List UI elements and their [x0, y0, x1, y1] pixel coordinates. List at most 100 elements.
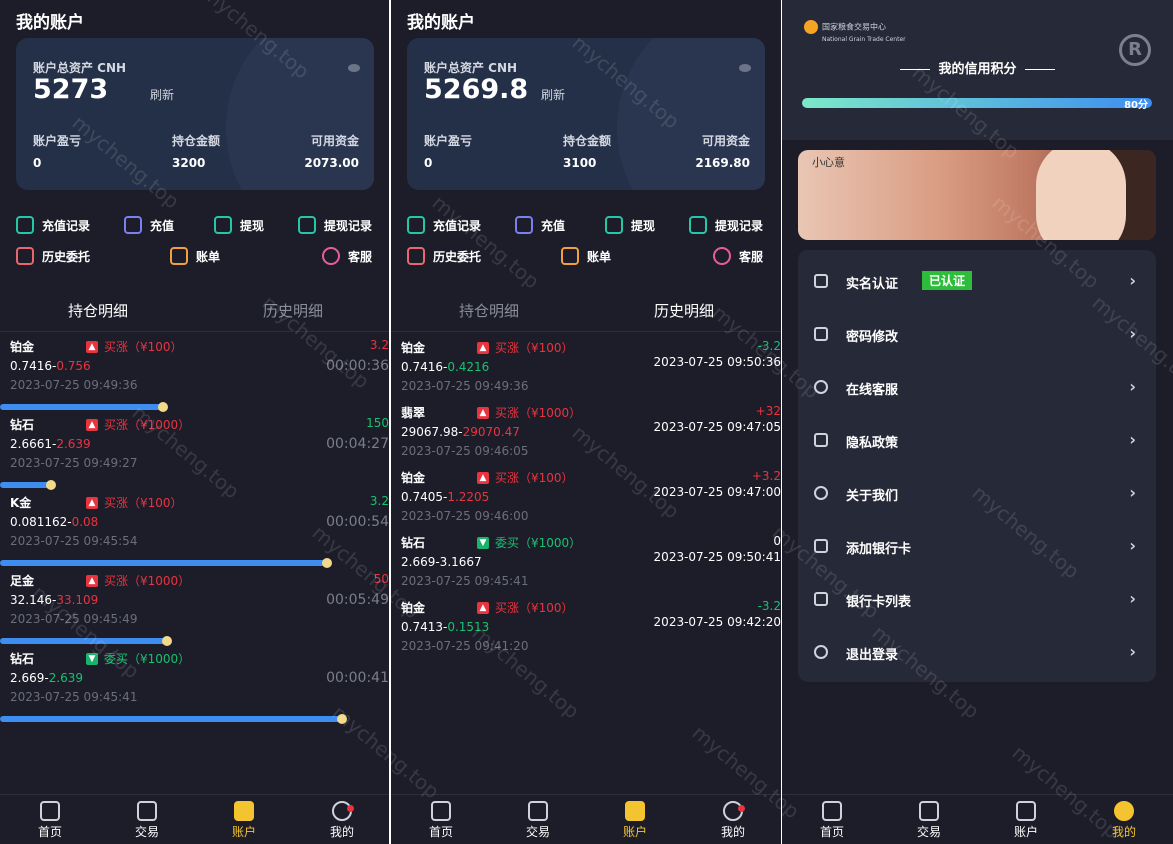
quick-bills[interactable]: 账单	[170, 247, 220, 265]
menu-item-add-card[interactable]: 添加银行卡 ›	[798, 520, 1156, 573]
quick-bills[interactable]: 账单	[561, 247, 611, 265]
close-time: 2023-07-25 09:47:05	[653, 420, 781, 434]
nav-trade[interactable]: 交易	[508, 801, 568, 840]
direction-tag: ▲ 买涨（¥1000）	[86, 416, 190, 433]
history-row[interactable]: 翡翠 ▲ 买涨（¥1000） 29067.98-29070.47 2023-07-25 …	[401, 404, 781, 464]
price-open: 2.6661-	[10, 437, 57, 451]
bank-icon	[528, 801, 548, 821]
position-row[interactable]: 钻石 ▲ 买涨（¥1000） 2.6661-2.639 2023-07-25 09:49…	[10, 416, 389, 476]
refresh-button[interactable]: 刷新	[150, 88, 175, 102]
position-row[interactable]: 铂金 ▲ 买涨（¥100） 0.7416-0.756 2023-07-25 09:49:…	[10, 338, 389, 398]
nav-trade[interactable]: 交易	[117, 801, 177, 840]
quick-service[interactable]: 客服	[713, 247, 763, 265]
price: 0.7416-0.4216	[401, 360, 489, 374]
price-close: 29070.47	[462, 425, 520, 439]
refresh-button[interactable]: 刷新	[541, 88, 566, 102]
order-time: 2023-07-25 09:49:36	[401, 379, 529, 393]
quick-label: 充值记录	[42, 218, 91, 233]
id-card-icon	[814, 274, 828, 288]
quick-recharge-records[interactable]: 充值记录	[407, 216, 481, 234]
arrow-up-icon: ▲	[86, 496, 98, 509]
quick-withdraw-records[interactable]: 提现记录	[689, 216, 763, 234]
nav-label: 交易	[916, 825, 941, 839]
notification-dot	[738, 805, 745, 812]
position-row[interactable]: K金 ▲ 买涨（¥100） 0.081162-0.08 2023-07-25 09:45…	[10, 494, 389, 554]
menu-item-password[interactable]: 密码修改 ›	[798, 308, 1156, 361]
quick-history-orders[interactable]: 历史委托	[16, 247, 90, 265]
tab-positions[interactable]: 持仓明细	[459, 302, 520, 320]
history-row[interactable]: 铂金 ▲ 买涨（¥100） 0.7405-1.2205 2023-07-25 09:46…	[401, 469, 781, 529]
quick-recharge[interactable]: 充值	[515, 216, 565, 234]
nav-account[interactable]: 账户	[996, 801, 1056, 840]
price-close: 0.4216	[447, 360, 490, 374]
menu-item-privacy[interactable]: 隐私政策 ›	[798, 414, 1156, 467]
nav-account[interactable]: 账户	[214, 801, 274, 840]
history-row[interactable]: 铂金 ▲ 买涨（¥100） 0.7416-0.4216 2023-07-25 09:49…	[401, 339, 781, 399]
page-title: 我的账户	[16, 13, 84, 33]
direction-label: 买涨（¥1000）	[104, 418, 191, 432]
direction-tag: ▼ 委买（¥1000）	[86, 650, 190, 667]
position-row[interactable]: 足金 ▲ 买涨（¥1000） 32.146-33.109 2023-07-25 09:4…	[10, 572, 389, 632]
nav-mine[interactable]: 我的	[1094, 801, 1154, 840]
history-row[interactable]: 钻石 ▼ 委买（¥1000） 2.669-3.1667 2023-07-25 09:45…	[401, 534, 781, 594]
chevron-right-icon: ›	[1129, 589, 1136, 608]
hold-label: 持仓金额	[172, 134, 221, 148]
tab-positions[interactable]: 持仓明细	[68, 302, 129, 320]
avail-label: 可用资金	[701, 134, 750, 148]
history-row[interactable]: 铂金 ▲ 买涨（¥100） 0.7413-0.1513 2023-07-25 09:41…	[401, 599, 781, 659]
countdown: 00:00:41	[326, 670, 389, 686]
direction-label: 委买（¥1000）	[104, 652, 191, 666]
position-row[interactable]: 钻石 ▼ 委买（¥1000） 2.669-2.639 2023-07-25 09:45:…	[10, 650, 389, 710]
nav-home[interactable]: 首页	[802, 801, 862, 840]
nav-home[interactable]: 首页	[20, 801, 80, 840]
chevron-right-icon: ›	[1129, 536, 1136, 555]
hold-label: 持仓金额	[563, 134, 612, 148]
arrow-up-icon: ▲	[86, 574, 98, 587]
order-time: 2023-07-25 09:46:05	[401, 444, 529, 458]
wallet-icon	[298, 216, 316, 234]
promo-banner[interactable]: 小心意	[798, 150, 1156, 240]
eye-icon[interactable]	[739, 64, 751, 72]
nav-label: 首页	[428, 825, 453, 839]
page-title: 我的账户	[407, 13, 475, 33]
quick-label: 提现	[631, 218, 656, 233]
pnl-label: 账户盈亏	[424, 134, 473, 148]
quick-recharge[interactable]: 充值	[124, 216, 174, 234]
menu-item-logout[interactable]: 退出登录 ›	[798, 626, 1156, 679]
asset-name: 铂金	[401, 341, 426, 355]
quick-history-orders[interactable]: 历史委托	[407, 247, 481, 265]
tab-history[interactable]: 历史明细	[263, 302, 324, 320]
pnl-value: 0	[33, 156, 42, 170]
menu-item-service[interactable]: 在线客服 ›	[798, 361, 1156, 414]
order-time: 2023-07-25 09:45:49	[10, 612, 138, 626]
direction-label: 买涨（¥100）	[104, 340, 183, 354]
eye-icon[interactable]	[348, 64, 360, 72]
countdown: 00:05:49	[326, 592, 389, 608]
menu-item-card-list[interactable]: 银行卡列表 ›	[798, 573, 1156, 626]
price-current: 0.756	[56, 359, 91, 373]
menu-item-about[interactable]: 关于我们 ›	[798, 467, 1156, 520]
nav-trade[interactable]: 交易	[899, 801, 959, 840]
menu-item-verification[interactable]: 实名认证 已认证 ›	[798, 255, 1156, 308]
bill-icon	[561, 247, 579, 265]
order-time: 2023-07-25 09:41:20	[401, 639, 529, 653]
tab-history[interactable]: 历史明细	[654, 302, 715, 320]
logo-cn: 国家粮食交易中心	[822, 22, 886, 32]
quick-withdraw[interactable]: 提现	[605, 216, 655, 234]
quick-withdraw-records[interactable]: 提现记录	[298, 216, 372, 234]
user-icon	[1114, 801, 1134, 821]
nav-mine[interactable]: 我的	[312, 801, 372, 840]
nav-home[interactable]: 首页	[411, 801, 471, 840]
chevron-right-icon: ›	[1129, 642, 1136, 661]
nav-account[interactable]: 账户	[605, 801, 665, 840]
asset-card: 账户总资产 CNH 5273 刷新 账户盈亏 0 持仓金额 3200 可用资金 …	[16, 38, 374, 190]
chevron-right-icon: ›	[1129, 271, 1136, 290]
quick-service[interactable]: 客服	[322, 247, 372, 265]
nav-mine[interactable]: 我的	[703, 801, 763, 840]
quick-recharge-records[interactable]: 充值记录	[16, 216, 90, 234]
hold-value: 3200	[172, 156, 206, 170]
arrow-up-icon: ▲	[86, 340, 98, 353]
wallet-icon	[234, 801, 254, 821]
profit-value: 50	[373, 572, 389, 586]
quick-withdraw[interactable]: 提现	[214, 216, 264, 234]
